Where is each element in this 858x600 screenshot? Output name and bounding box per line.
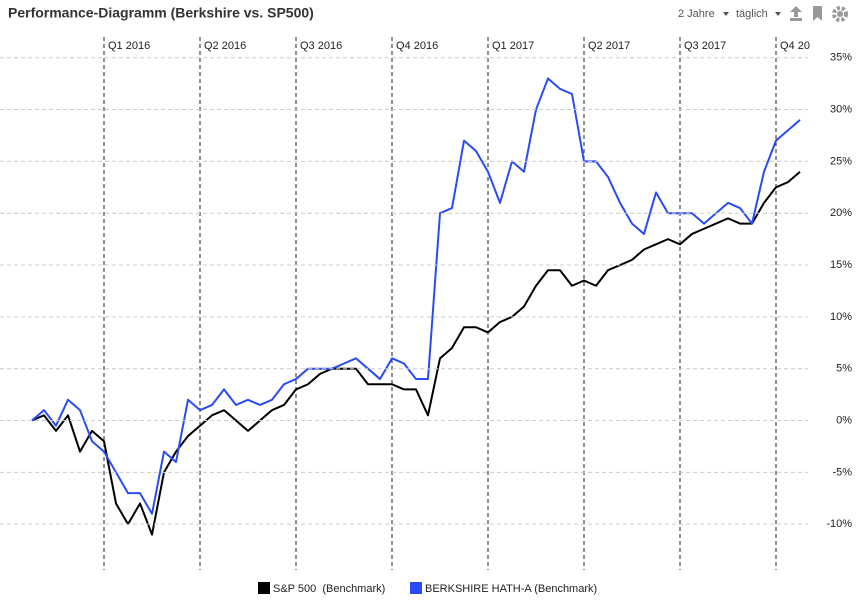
dropdown-arrow (723, 12, 729, 16)
bookmark-icon[interactable] (813, 6, 822, 21)
x-tick-label: Q2 2016 (204, 40, 246, 52)
x-tick-label: Q1 2016 (108, 40, 150, 52)
series-line (31, 77, 801, 515)
settings-icon-center (837, 11, 843, 17)
y-tick-label: 0% (836, 414, 852, 426)
x-tick-label: Q2 2017 (588, 40, 630, 52)
legend-swatch (410, 582, 422, 594)
chart-title: Performance-Diagramm (Berkshire vs. SP50… (8, 5, 314, 21)
y-tick-label: -5% (832, 466, 852, 478)
y-tick-label: -10% (826, 518, 852, 530)
x-tick-label: Q4 2016 (396, 40, 438, 52)
interval-select[interactable]: täglich (736, 8, 768, 20)
legend-swatch (258, 582, 270, 594)
legend: S&P 500 (Benchmark) BERKSHIRE HATH-A (Ben… (258, 582, 597, 595)
export-icon[interactable] (790, 6, 802, 21)
period-select[interactable]: 2 Jahre (678, 8, 715, 20)
y-tick-label: 25% (830, 155, 852, 167)
legend-label: BERKSHIRE HATH-A (Benchmark) (425, 583, 597, 595)
y-tick-label: 35% (830, 52, 852, 64)
series-line (31, 170, 801, 536)
settings-icon[interactable] (832, 6, 848, 22)
x-tick-label: Q3 2016 (300, 40, 342, 52)
y-tick-label: 10% (830, 311, 852, 323)
dropdown-arrow (775, 12, 781, 16)
y-tick-label: 30% (830, 103, 852, 115)
x-tick-label: Q1 2017 (492, 40, 534, 52)
y-tick-label: 20% (830, 207, 852, 219)
y-tick-label: 5% (836, 363, 852, 375)
plot: Q1 2016 Q2 2016 Q3 2016 Q4 2016 Q1 2017 Q2 20… (31, 37, 822, 570)
x-tick-label: Q4 2017 (780, 40, 822, 52)
y-tick-label: 15% (830, 259, 852, 271)
x-tick-label: Q3 2017 (684, 40, 726, 52)
legend-label: S&P 500 (Benchmark) (273, 583, 385, 595)
